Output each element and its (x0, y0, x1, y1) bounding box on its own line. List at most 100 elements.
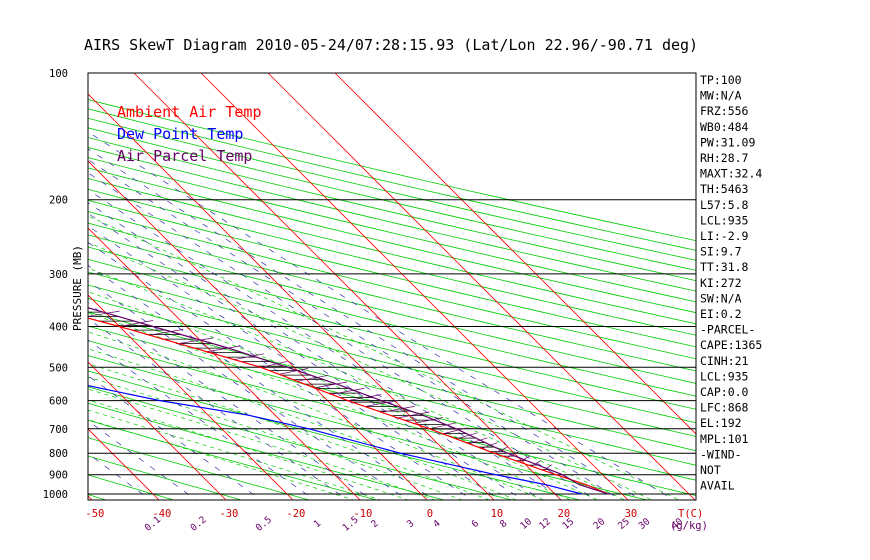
stability-index: TP:100 (700, 73, 742, 87)
mixing-ratio-tick-label: 4 (431, 518, 443, 530)
dry-adiabat-line (88, 370, 582, 500)
cape-diagonal-line (455, 432, 478, 440)
stability-index: CAP:0.0 (700, 385, 749, 399)
bottom-temperature-tick-label: -20 (286, 508, 305, 520)
stability-index: LCL:935 (700, 213, 748, 227)
mixing-ratio-tick-label: 10 (518, 516, 534, 532)
legend-item: Ambient Air Temp (117, 103, 262, 121)
cape-diagonal-line (429, 422, 457, 430)
cape-diagonal-line (260, 360, 288, 368)
pressure-tick-label: 100 (49, 68, 68, 80)
stability-index: PW:31.09 (700, 135, 755, 149)
pressure-tick-label: 200 (49, 195, 68, 207)
dry-adiabat-line (88, 437, 311, 500)
stability-index: -WIND- (700, 447, 742, 461)
mixing-ratio-tick-label: 6 (470, 518, 482, 530)
y-axis-label: PRESSURE (MB) (71, 245, 84, 331)
pressure-tick-label: 700 (49, 424, 68, 436)
dry-adiabat-line (88, 234, 696, 384)
dry-adiabat-line (88, 271, 696, 424)
cape-diagonal-line (481, 442, 498, 449)
stability-index: FRZ:556 (700, 104, 749, 118)
stability-index: RH:28.7 (700, 151, 749, 165)
stability-index: MPL:101 (700, 432, 749, 446)
bottom-axis-unit: T(C) (678, 508, 703, 520)
dry-adiabat-line (88, 340, 696, 497)
mixing-ratio-tick-label: 30 (637, 516, 653, 532)
dry-adiabat-line (88, 402, 446, 500)
ambient-air-templine (88, 317, 609, 495)
moist-adiabat-line (88, 388, 436, 500)
bottom-temperature-tick-label: -30 (219, 508, 238, 520)
bottom-temperature-tick-label: 10 (491, 508, 504, 520)
dry-adiabat-line (88, 157, 696, 303)
dry-adiabat-line (88, 188, 696, 336)
moist-adiabat-line (88, 242, 653, 500)
mixing-ratio-line (88, 242, 474, 500)
stability-index: CINH:21 (700, 354, 749, 368)
moist-adiabat-line (88, 312, 572, 500)
isotherm-line (133, 73, 562, 500)
stability-index: LCL:935 (700, 369, 748, 383)
isotherm-line (88, 93, 495, 500)
stability-index: LFC:868 (700, 401, 749, 415)
cape-diagonal-line (296, 374, 329, 382)
cape-diagonal-line (413, 417, 443, 424)
cape-diagonal-line (397, 411, 430, 419)
cape-diagonal-line (88, 310, 120, 317)
stability-index: SW:N/A (700, 291, 742, 305)
cape-diagonal-line (313, 381, 348, 389)
pressure-tick-label: 600 (49, 396, 68, 408)
cape-diagonal-line (148, 329, 184, 336)
dry-adiabat-line (88, 167, 696, 314)
mixing-ratio-line (88, 264, 435, 500)
bottom-temperature-tick-label: 30 (625, 508, 638, 520)
bottom-temperature-ticks: -50 -40 -30 -20 -10 0 10 20 30 (85, 508, 637, 520)
mixing-ratio-tick-label: 3 (405, 518, 416, 530)
pressure-tick-label: 400 (49, 322, 68, 334)
bottom-temperature-tick-label: 20 (558, 508, 571, 520)
isotherms (88, 73, 696, 500)
mixing-ratio-tick-label: 20 (591, 516, 607, 532)
stability-index: TH:5463 (700, 182, 749, 196)
air-parcel-templine (88, 307, 609, 495)
dry-adiabat-line (88, 311, 696, 466)
moist-adiabat-line (88, 267, 626, 500)
dry-adiabat-line (88, 199, 696, 348)
isotherm-line (88, 428, 160, 500)
cape-diagonal-line (364, 400, 398, 407)
cape-diagonal-line (518, 455, 530, 463)
dry-adiabat-line (88, 127, 696, 271)
cape-diagonal-line (442, 427, 467, 435)
cape-diagonal-line (9, 291, 48, 297)
moist-adiabat-line (88, 215, 680, 500)
stability-index: NOT (700, 463, 721, 477)
stability-index: MW:N/A (700, 89, 742, 103)
stability-index: LI:-2.9 (700, 229, 749, 243)
mixing-ratio-line (88, 148, 642, 500)
cape-diagonal-line (0, 280, 8, 286)
cape-diagonal-line (119, 320, 154, 327)
dry-adiabat-line (88, 355, 649, 500)
pressure-tick-label: 1000 (43, 489, 68, 501)
mixing-ratio-unit: (g/kg) (670, 520, 708, 532)
dry-adiabat-line (88, 178, 696, 325)
cape-diagonal-line (278, 368, 309, 375)
bottom-temperature-tick-label: -40 (152, 508, 171, 520)
moist-adiabat-line (88, 348, 518, 500)
mixing-ratio-tick-label: 0.2 (188, 514, 208, 533)
moist-adiabat-line (88, 376, 464, 500)
isotherm-line (267, 73, 696, 500)
cape-diagonal-line (543, 464, 552, 471)
cape-diagonal-line (380, 406, 415, 413)
mixing-ratio-tick-label: 1 (312, 518, 324, 530)
mixing-ratio-tick-label: 0.5 (254, 514, 274, 533)
stability-index: MAXT:32.4 (700, 167, 762, 181)
dry-adiabat-line (88, 147, 696, 292)
mixing-ratio-line (88, 159, 622, 500)
cape-diagonal-line (177, 337, 214, 345)
cape-diagonal-line (205, 345, 241, 353)
stability-index: -PARCEL- (700, 323, 755, 337)
dry-adiabat-line (88, 108, 696, 251)
dry-adiabat-line (88, 419, 379, 500)
